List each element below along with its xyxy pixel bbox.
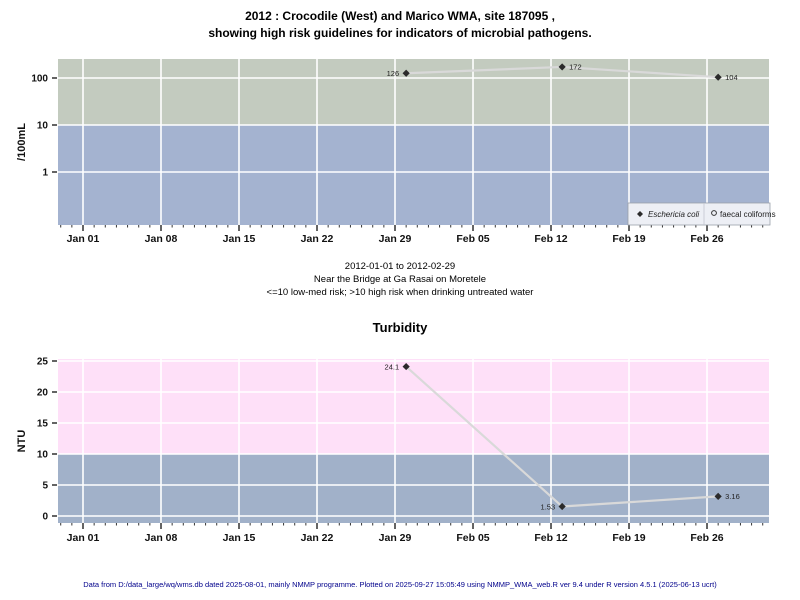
data-point-label: 24.1 bbox=[385, 362, 400, 371]
legend-open-circle-icon bbox=[711, 210, 717, 216]
x-tick-label: Jan 22 bbox=[301, 532, 334, 544]
y-axis-title: NTU bbox=[16, 430, 28, 453]
date-range-label: 2012-01-01 to 2012-02-29 bbox=[344, 261, 456, 272]
y-tick-label: 20 bbox=[37, 388, 49, 399]
data-point-label: 3.16 bbox=[725, 492, 740, 501]
x-tick-label: Feb 26 bbox=[690, 532, 723, 544]
y-tick-label: 25 bbox=[37, 357, 49, 368]
low-risk-zone bbox=[58, 454, 769, 523]
x-tick-label: Jan 08 bbox=[145, 233, 178, 245]
x-tick-label: Jan 01 bbox=[67, 233, 100, 245]
x-tick-label: Jan 15 bbox=[223, 233, 256, 245]
data-point-label: 172 bbox=[569, 63, 582, 72]
legend-box bbox=[627, 202, 771, 226]
x-tick-label: Jan 08 bbox=[145, 532, 178, 544]
data-point-marker bbox=[402, 69, 410, 77]
chart-title: 2012 : Crocodile (West) and Marico WMA, … bbox=[0, 8, 800, 42]
x-tick-label: Feb 19 bbox=[612, 532, 645, 544]
x-tick-label: Jan 29 bbox=[379, 532, 412, 544]
legend-filled-diamond-icon bbox=[637, 211, 643, 217]
x-tick-label: Feb 19 bbox=[612, 233, 645, 245]
y-tick-label: 10 bbox=[37, 450, 49, 461]
y-tick-label: 0 bbox=[42, 512, 48, 523]
x-tick-label: Feb 12 bbox=[534, 532, 567, 544]
data-point-marker bbox=[402, 362, 410, 371]
y-tick-label: 15 bbox=[37, 419, 49, 430]
legend-entry-label: Eschericia coli bbox=[648, 210, 699, 219]
y-tick-label: 100 bbox=[31, 74, 48, 85]
turbidity-chart: Jan 01 Jan 08 Jan 15 Jan 22 Jan 29 Feb 05 Feb … bbox=[16, 357, 769, 544]
y-tick-label: 10 bbox=[37, 121, 49, 132]
x-tick-label: Jan 22 bbox=[301, 233, 334, 245]
legend-entry-label: faecal coliforms bbox=[720, 210, 776, 219]
x-tick-label: Feb 05 bbox=[456, 532, 489, 544]
high-risk-zone bbox=[58, 59, 769, 125]
chart-title-line1: 2012 : Crocodile (West) and Marico WMA, … bbox=[245, 9, 555, 23]
high-risk-zone bbox=[58, 359, 769, 454]
data-point-marker bbox=[558, 63, 566, 71]
chart-title-line2: showing high risk guidelines for indicat… bbox=[208, 26, 592, 40]
turbidity-title: Turbidity bbox=[372, 320, 428, 335]
x-tick-label: Jan 15 bbox=[223, 532, 256, 544]
data-point-label: 104 bbox=[725, 73, 738, 82]
x-tick-label: Jan 29 bbox=[379, 233, 412, 245]
risk-guideline-label: <=10 low-med risk; >10 high risk when dr… bbox=[266, 287, 534, 298]
x-tick-label: Jan 01 bbox=[67, 532, 100, 544]
chart-subtitle: 2012-01-01 to 2012-02-29 Near the Bridge… bbox=[0, 260, 800, 299]
data-point-label: 126 bbox=[387, 69, 400, 78]
site-location-label: Near the Bridge at Ga Rasai on Moretele bbox=[313, 274, 487, 285]
x-tick-label: Feb 26 bbox=[690, 233, 723, 245]
y-tick-label: 5 bbox=[42, 481, 48, 492]
x-tick-label: Feb 05 bbox=[456, 233, 489, 245]
microbial-pathogens-chart: Jan 01 Jan 08 Jan 15 Jan 22 Jan 29 Feb 05 Feb … bbox=[16, 59, 776, 245]
x-tick-label: Feb 12 bbox=[534, 233, 567, 245]
data-point-label: 1.53 bbox=[541, 502, 556, 511]
y-tick-label: 1 bbox=[42, 168, 48, 179]
footer-provenance-text: Data from D:/data_large/wq/wms.db dated … bbox=[83, 580, 717, 589]
y-axis-title: /100mL bbox=[16, 123, 28, 161]
